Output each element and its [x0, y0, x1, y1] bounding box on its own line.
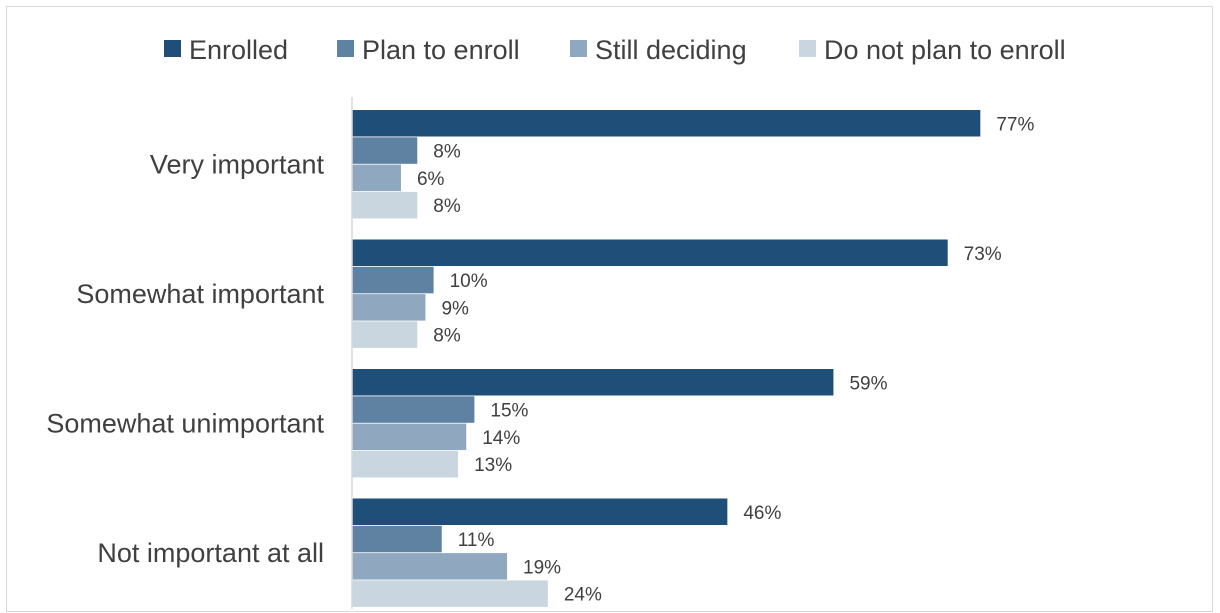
data-label-somewhat-unimportant-plan-to-enroll: 15% — [490, 401, 528, 422]
legend-label-plan-to-enroll: Plan to enroll — [362, 35, 520, 65]
data-labels: 77% 8% 6% 8% 73% 10% 9% 8% 59% 15% 14% 13% 46% 11% 19%… — [417, 114, 1034, 605]
data-label-very-important-do-not-plan-to-enroll: 8% — [433, 196, 461, 217]
data-label-somewhat-unimportant-still-deciding: 14% — [482, 428, 520, 449]
data-label-somewhat-important-enrolled: 73% — [964, 244, 1002, 265]
category-label-somewhat-unimportant: Somewhat unimportant — [46, 409, 324, 439]
bar-somewhat-important-still-deciding — [352, 294, 426, 321]
bar-very-important-still-deciding — [352, 164, 401, 192]
bar-not-important-at-all-plan-to-enroll — [352, 525, 442, 553]
legend-swatch-plan-to-enroll — [337, 40, 354, 57]
data-label-not-important-at-all-enrolled: 46% — [743, 503, 781, 524]
bar-not-important-at-all-still-deciding — [352, 553, 508, 580]
bar-somewhat-unimportant-enrolled — [352, 369, 834, 396]
data-label-very-important-enrolled: 77% — [996, 114, 1034, 135]
bar-very-important-plan-to-enroll — [352, 137, 418, 164]
chart-legend: Enrolled Plan to enroll Still deciding Do n… — [164, 35, 1066, 65]
legend-label-enrolled: Enrolled — [189, 35, 288, 65]
data-label-somewhat-unimportant-enrolled: 59% — [849, 373, 887, 394]
data-label-somewhat-unimportant-do-not-plan-to-enroll: 13% — [474, 455, 512, 476]
category-axis-labels: Very important Somewhat important Somewhat… — [46, 150, 324, 568]
bar-somewhat-unimportant-still-deciding — [352, 423, 467, 451]
legend-swatch-still-deciding — [570, 40, 587, 57]
bar-somewhat-important-do-not-plan-to-enroll — [352, 321, 418, 348]
data-label-not-important-at-all-still-deciding: 19% — [523, 557, 561, 578]
bar-somewhat-important-enrolled — [352, 239, 948, 266]
bar-very-important-do-not-plan-to-enroll — [352, 191, 418, 219]
data-label-not-important-at-all-do-not-plan-to-enroll: 24% — [564, 585, 602, 606]
legend-swatch-enrolled — [164, 40, 181, 57]
data-label-somewhat-important-do-not-plan-to-enroll: 8% — [433, 326, 461, 347]
bar-not-important-at-all-enrolled — [352, 498, 728, 525]
data-label-not-important-at-all-plan-to-enroll: 11% — [458, 530, 495, 551]
legend-label-still-deciding: Still deciding — [595, 35, 747, 65]
data-label-very-important-still-deciding: 6% — [417, 169, 445, 190]
legend-swatch-do-not-plan-to-enroll — [799, 40, 816, 57]
category-label-not-important-at-all: Not important at all — [97, 538, 324, 568]
data-label-somewhat-important-plan-to-enroll: 10% — [450, 271, 488, 292]
bar-somewhat-important-plan-to-enroll — [352, 266, 434, 294]
data-label-somewhat-important-still-deciding: 9% — [441, 298, 469, 319]
bar-very-important-enrolled — [352, 110, 981, 137]
bar-somewhat-unimportant-do-not-plan-to-enroll — [352, 450, 459, 478]
legend-label-do-not-plan-to-enroll: Do not plan to enroll — [824, 35, 1066, 65]
chart-bars — [352, 110, 981, 607]
bar-not-important-at-all-do-not-plan-to-enroll — [352, 580, 548, 607]
category-label-very-important: Very important — [150, 150, 325, 180]
data-label-very-important-plan-to-enroll: 8% — [433, 142, 461, 163]
category-label-somewhat-important: Somewhat important — [76, 279, 324, 309]
bar-somewhat-unimportant-plan-to-enroll — [352, 396, 475, 423]
